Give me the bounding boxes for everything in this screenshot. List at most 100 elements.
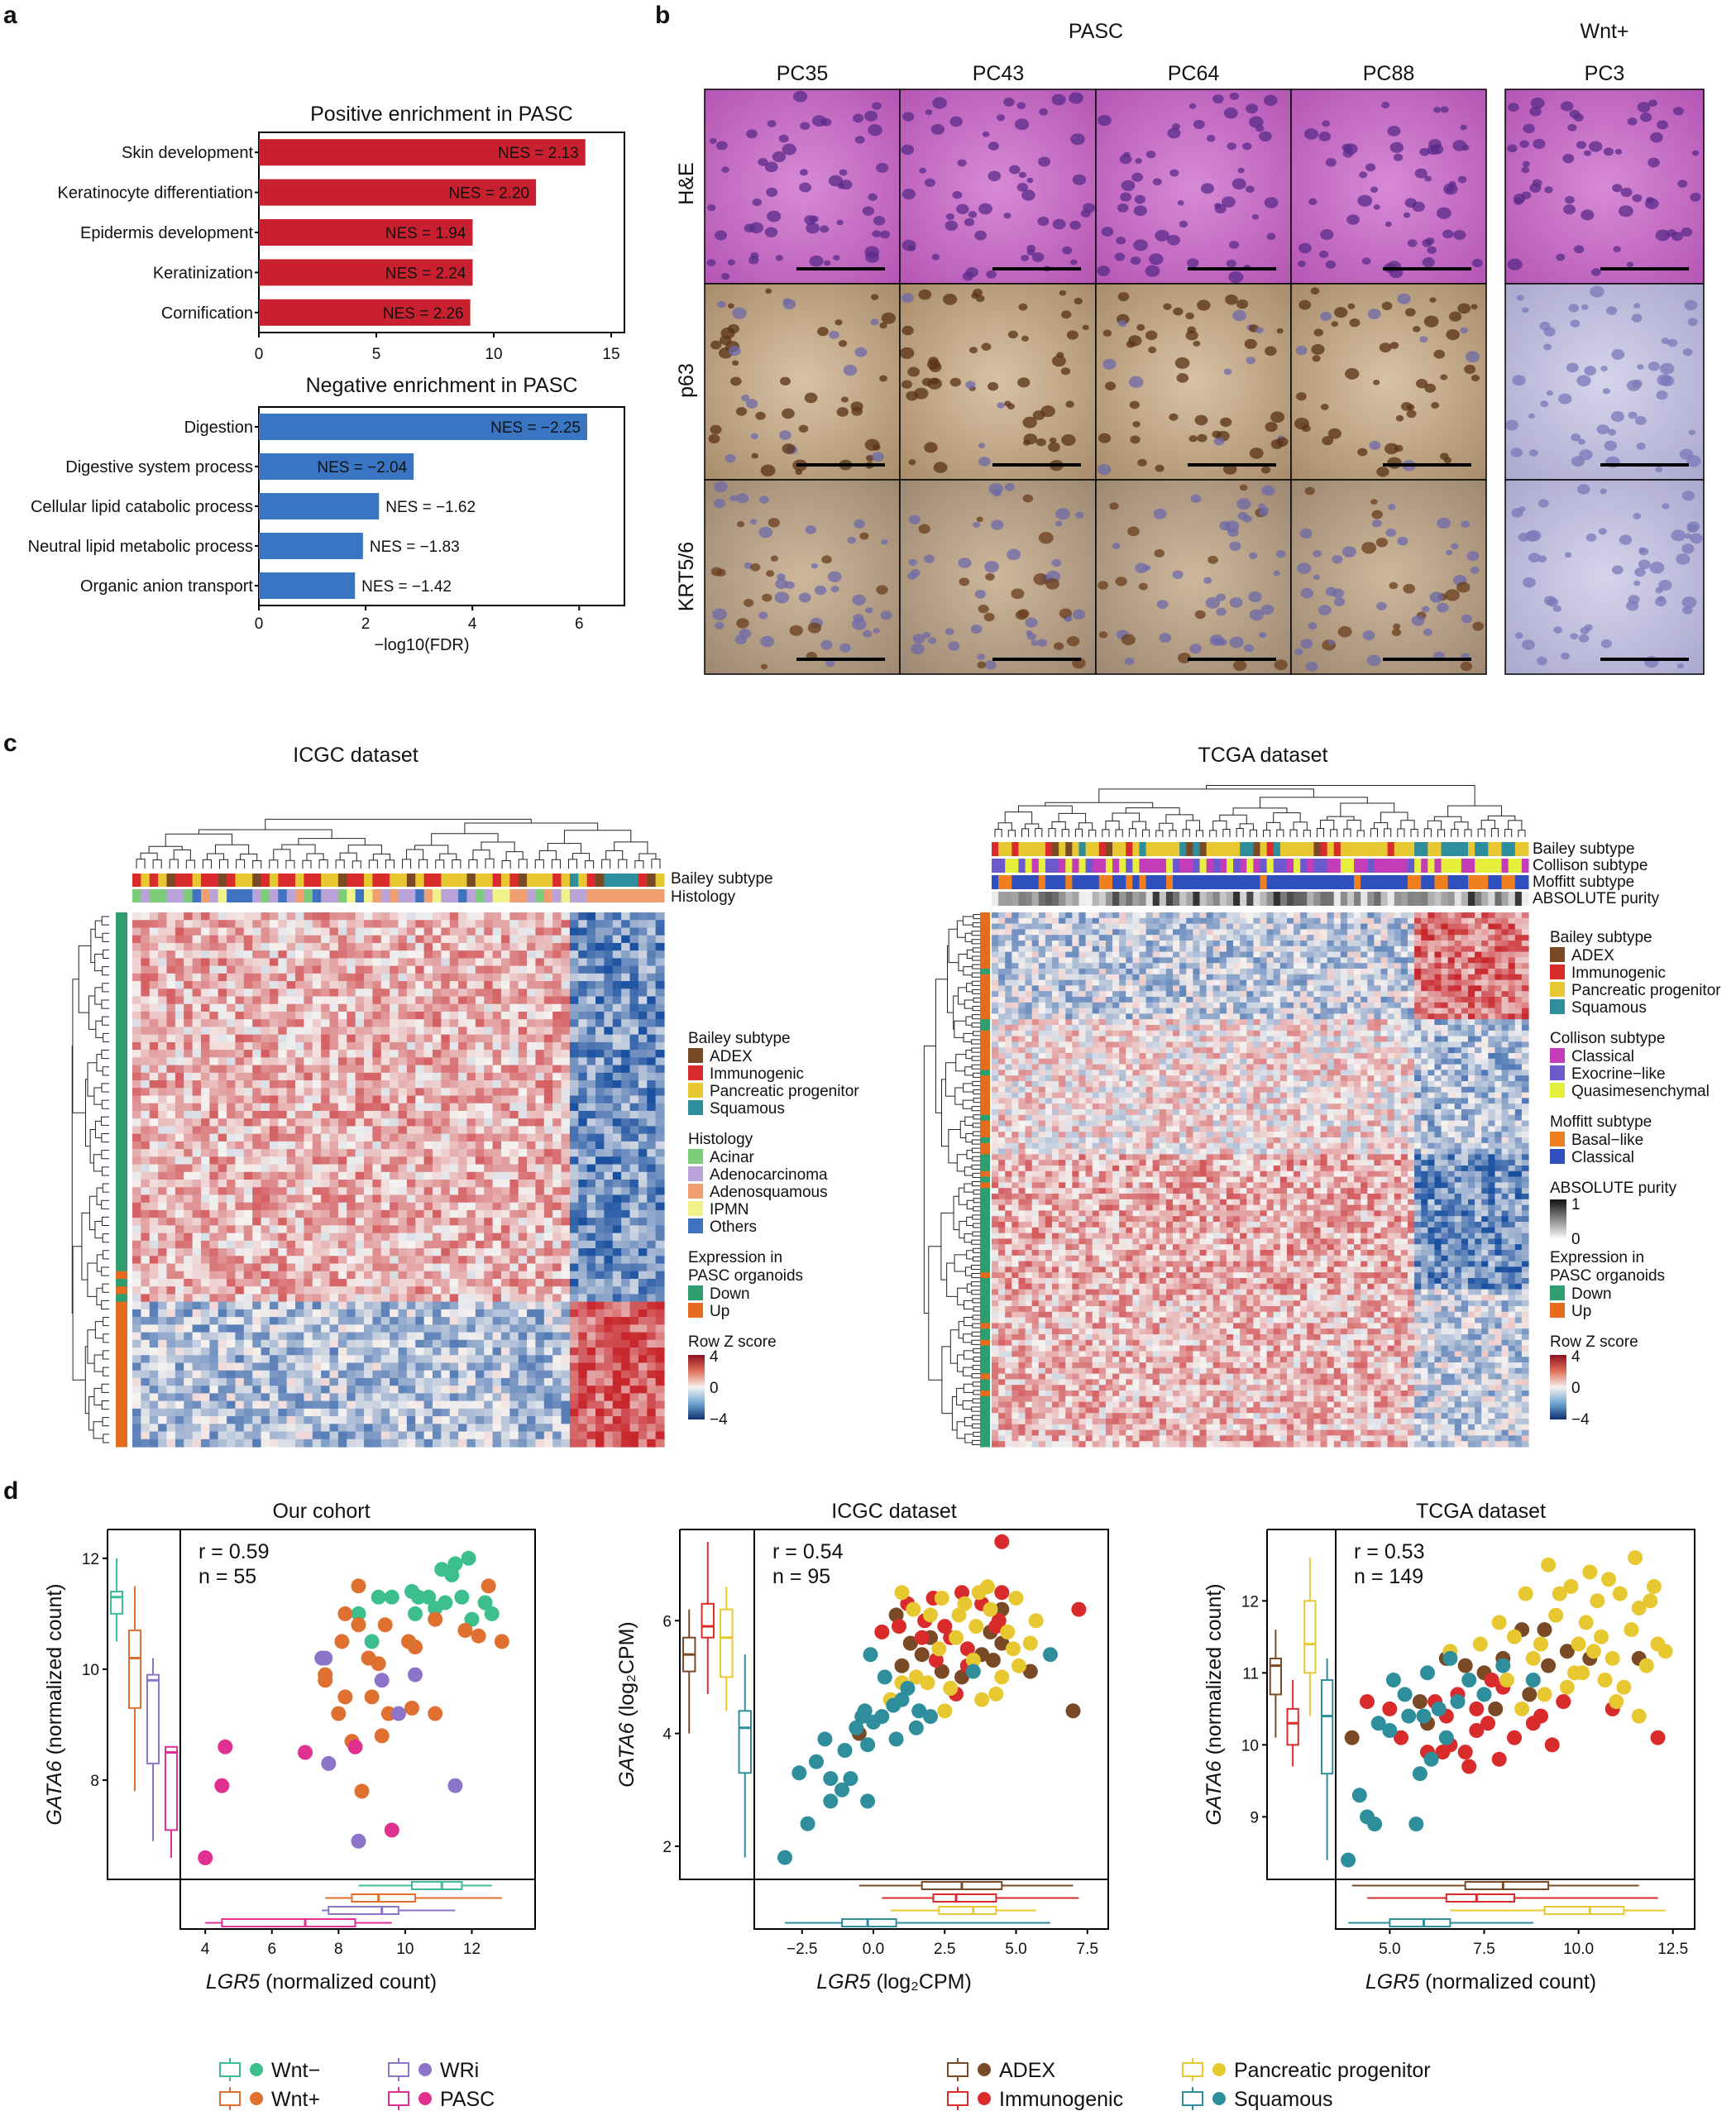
heatmap-cell [347,1103,356,1112]
heatmap-cell [193,1165,202,1173]
heatmap-cell [201,1362,210,1371]
heatmap-cell [150,1142,159,1150]
heatmap-cell [193,1156,202,1165]
nes-label: NES = 2.26 [383,305,464,323]
heatmap-cell [218,997,227,1005]
heatmap-cell [656,927,665,936]
heatmap-cell [527,1035,536,1043]
heatmap-cell [287,981,296,989]
heatmap-cell [321,1294,330,1302]
heatmap-cell [570,1027,579,1035]
heatmap-cell [656,966,665,974]
heatmap-cell [415,1172,424,1180]
heatmap-cell [458,1378,467,1386]
heatmap-cell [330,936,339,944]
heatmap-cell [484,1386,493,1394]
heatmap-cell [647,1271,656,1280]
heatmap-cell [441,1347,450,1356]
heatmap-cell [415,1149,424,1157]
heatmap-cell [304,1172,313,1180]
heatmap-cell [638,1279,648,1287]
heatmap-cell [244,1294,253,1302]
heatmap-cell [158,1027,167,1035]
cell-nucleus [1390,142,1404,153]
heatmap-cell [150,1362,159,1371]
heatmap-cell [595,1156,605,1165]
cell-nucleus [876,585,887,594]
cell-nucleus [1232,178,1246,189]
heatmap-cell [150,1393,159,1401]
cell-nucleus [750,519,757,525]
cell-nucleus [985,573,994,581]
heatmap-cell [476,1118,485,1127]
cell-nucleus [1540,400,1548,407]
heatmap-cell [235,1180,244,1188]
heatmap-cell [399,958,408,966]
heatmap-cell [193,1264,202,1272]
heatmap-cell [158,1286,167,1295]
heatmap-cell [158,1302,167,1310]
heatmap-cell [330,1340,339,1348]
heatmap-cell [484,950,493,959]
heatmap-cell [424,1210,433,1218]
cell-nucleus [971,625,983,634]
heatmap-cell [150,1050,159,1058]
heatmap-cell [415,1378,424,1386]
heatmap-cell [381,1187,390,1195]
heatmap-cell [295,1142,304,1150]
nes-label: NES = −2.25 [490,419,581,437]
heatmap-cell [313,1035,322,1043]
heatmap-cell [647,1065,656,1074]
cell-nucleus [1423,629,1432,636]
heatmap-cell [399,1149,408,1157]
heatmap-cell [235,1149,244,1157]
cell-nucleus [1690,193,1700,202]
heatmap-cell [604,1050,613,1058]
heatmap-cell [184,1241,193,1249]
heatmap-cell [638,912,648,921]
heatmap-cell [613,1118,622,1127]
heatmap-cell [630,1004,639,1012]
heatmap-cell [399,1233,408,1242]
heatmap-cell [433,1142,442,1150]
heatmap-cell [630,997,639,1005]
heatmap-cell [381,1302,390,1310]
heatmap-cell [150,1073,159,1081]
cell-nucleus [1074,298,1083,304]
heatmap-cell [235,1194,244,1203]
cell-nucleus [1662,503,1669,510]
heatmap-cell [466,912,476,921]
heatmap-cell [175,1333,184,1341]
heatmap-cell [493,943,502,951]
heatmap-cell [321,1218,330,1226]
cell-nucleus [977,517,983,523]
cell-nucleus [762,594,772,602]
heatmap-cell [424,1264,433,1272]
heatmap-cell [630,1340,639,1348]
heatmap-cell [356,1035,365,1043]
cell-nucleus [839,340,847,347]
heatmap-cell [364,1233,373,1242]
cell-nucleus [1581,304,1589,310]
heatmap-cell [450,988,459,997]
cell-nucleus [800,122,810,130]
heatmap-cell [209,1256,218,1264]
heatmap-cell [450,1103,459,1112]
heatmap-cell [509,1027,519,1035]
heatmap-cell [621,1371,630,1379]
heatmap-cell [304,1378,313,1386]
heatmap-cell [587,1004,596,1012]
cell-nucleus [1460,328,1468,334]
heatmap-cell [552,1256,562,1264]
heatmap-cell [193,981,202,989]
heatmap-cell [166,1210,175,1218]
heatmap-cell [390,1333,399,1341]
heatmap-cell [562,1225,571,1233]
heatmap-cell [390,1156,399,1165]
heatmap-cell [656,1103,665,1112]
nes-label: NES = 2.13 [498,145,579,162]
heatmap-cell [552,1095,562,1103]
heatmap-cell [227,1347,236,1356]
heatmap-cell [450,958,459,966]
cell-nucleus [782,298,791,304]
